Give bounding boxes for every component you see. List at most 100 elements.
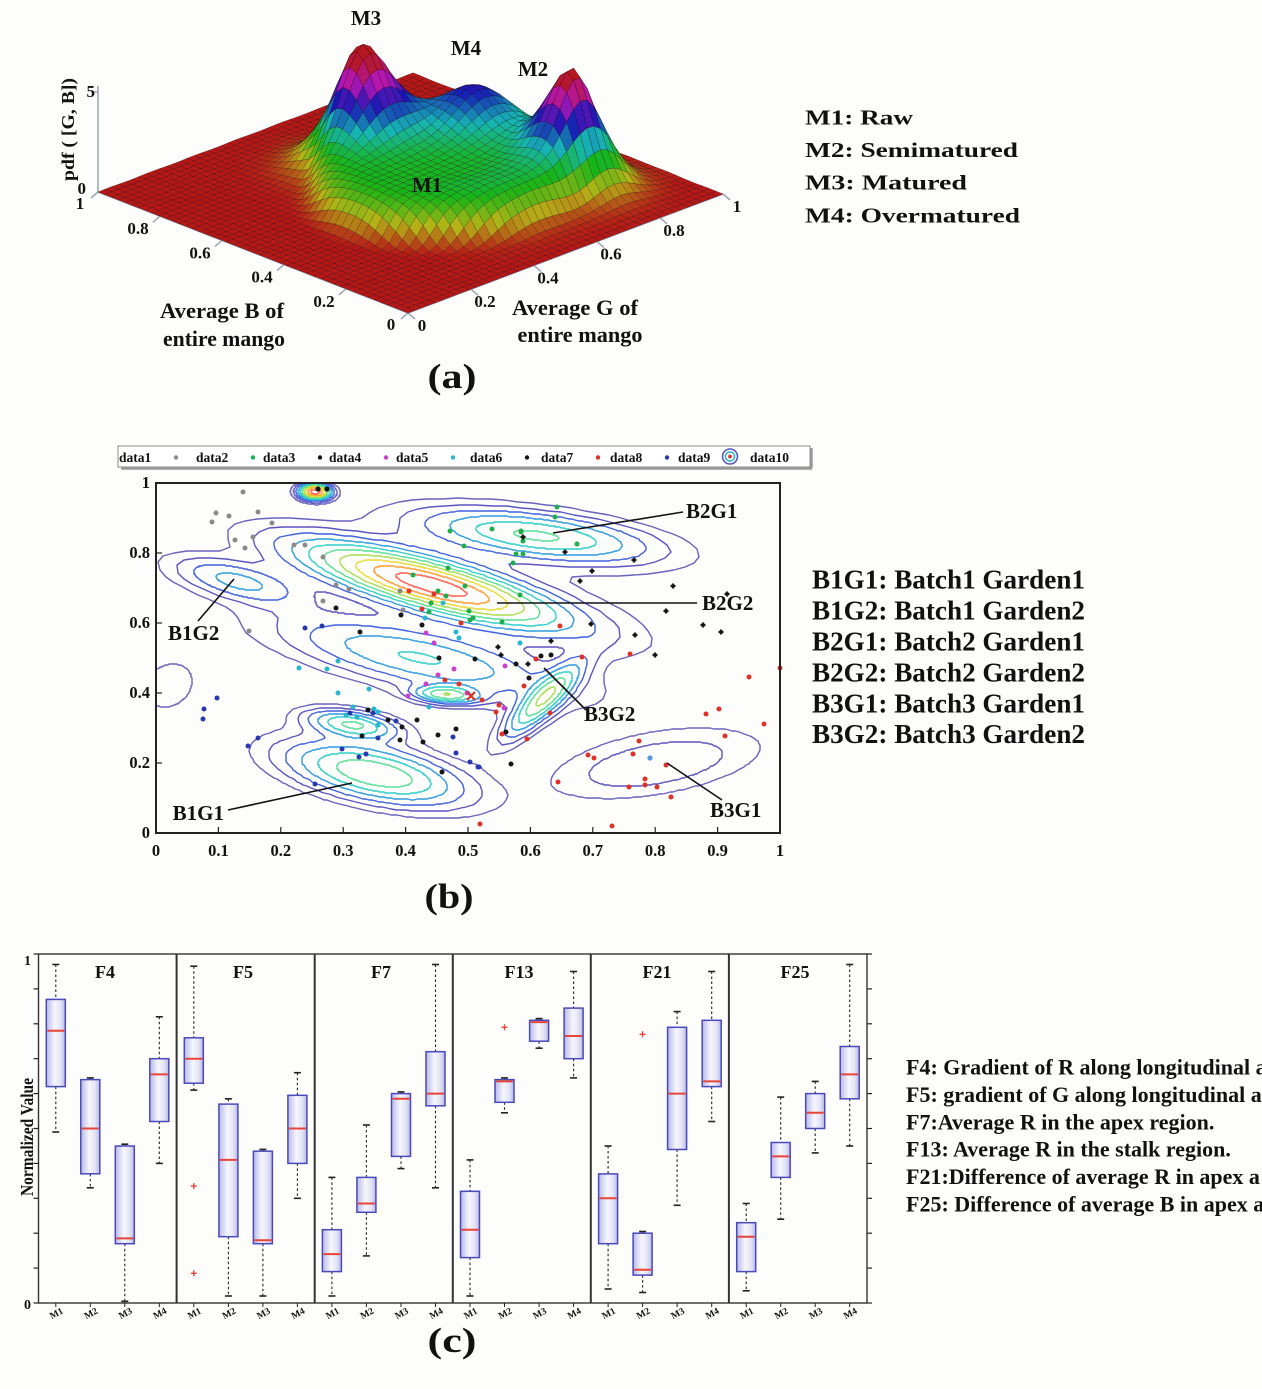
- svg-text:entire mango: entire mango: [518, 322, 643, 347]
- svg-text:M2: M2: [497, 1306, 514, 1321]
- svg-text:M2: M2: [221, 1306, 238, 1321]
- svg-text:M2: Semimatured: M2: Semimatured: [805, 138, 1018, 162]
- svg-text:M4: M4: [428, 1306, 445, 1321]
- svg-text:M3: Matured: M3: Matured: [805, 171, 967, 195]
- svg-text:B1G2: Batch1 Garden2: B1G2: Batch1 Garden2: [812, 596, 1085, 626]
- svg-text:entire mango: entire mango: [163, 326, 285, 351]
- svg-text:F5: F5: [233, 962, 253, 982]
- svg-text:0.4: 0.4: [251, 268, 273, 287]
- svg-text:data1: data1: [119, 450, 152, 465]
- svg-text:M4: M4: [704, 1306, 721, 1321]
- svg-text:M4: M4: [152, 1306, 169, 1321]
- svg-text:B3G1: B3G1: [710, 798, 761, 822]
- svg-text:M3: M3: [394, 1306, 411, 1321]
- svg-text:M1: M1: [325, 1306, 342, 1321]
- svg-text:B2G2: Batch2 Garden2: B2G2: Batch2 Garden2: [812, 657, 1085, 687]
- svg-text:0: 0: [142, 823, 150, 842]
- svg-text:M1: M1: [412, 173, 442, 197]
- svg-text:B1G1: Batch1 Garden1: B1G1: Batch1 Garden1: [812, 565, 1085, 595]
- svg-text:B3G2: Batch3 Garden2: B3G2: Batch3 Garden2: [812, 719, 1085, 749]
- svg-text:M1: M1: [48, 1306, 65, 1321]
- svg-text:F4: Gradient of R along longit: F4: Gradient of R along longitudinal a: [906, 1055, 1262, 1080]
- svg-text:data5: data5: [396, 450, 429, 465]
- svg-text:M2: M2: [83, 1306, 100, 1321]
- svg-text:B2G1: Batch2 Garden1: B2G1: Batch2 Garden1: [812, 627, 1085, 657]
- svg-text:1: 1: [76, 194, 85, 213]
- svg-text:0: 0: [418, 316, 427, 335]
- svg-text:0.5: 0.5: [458, 841, 479, 860]
- svg-text:1: 1: [776, 841, 784, 860]
- svg-text:B3G1: Batch3 Garden1: B3G1: Batch3 Garden1: [812, 688, 1085, 718]
- svg-text:F13: Average R in the stalk re: F13: Average R in the stalk region.: [906, 1137, 1231, 1162]
- svg-text:0.6: 0.6: [520, 841, 541, 860]
- svg-text:0.8: 0.8: [129, 543, 150, 562]
- svg-text:(a): (a): [428, 357, 477, 396]
- svg-text:M3: M3: [256, 1306, 273, 1321]
- svg-text:M4: Overmatured: M4: Overmatured: [805, 203, 1020, 227]
- svg-text:Normalized Value: Normalized Value: [17, 1078, 37, 1196]
- svg-text:data10: data10: [750, 450, 789, 465]
- svg-text:F7:Average R in the apex regio: F7:Average R in the apex region.: [906, 1109, 1214, 1134]
- svg-text:5: 5: [87, 82, 96, 101]
- svg-text:F25: F25: [781, 962, 810, 982]
- svg-text:0.8: 0.8: [127, 219, 148, 238]
- svg-text:B3G2: B3G2: [584, 702, 635, 726]
- svg-text:M3: M3: [670, 1306, 687, 1321]
- svg-text:F13: F13: [505, 962, 534, 982]
- svg-text:B2G1: B2G1: [686, 499, 737, 523]
- svg-text:M1: M1: [739, 1306, 756, 1321]
- svg-text:0.6: 0.6: [129, 613, 150, 632]
- svg-text:0: 0: [24, 1298, 31, 1313]
- svg-text:0.4: 0.4: [395, 841, 416, 860]
- svg-text:(c): (c): [428, 1321, 477, 1360]
- svg-text:M3: M3: [532, 1306, 549, 1321]
- svg-text:F5: gradient of G along longit: F5: gradient of G along longitudinal a: [906, 1082, 1262, 1107]
- svg-text:0.7: 0.7: [582, 841, 603, 860]
- svg-text:0: 0: [152, 841, 160, 860]
- svg-text:pdf ( [G, B]): pdf ( [G, B]): [58, 78, 78, 181]
- svg-text:0.6: 0.6: [189, 243, 210, 262]
- svg-text:F21: F21: [643, 962, 672, 982]
- svg-text:M4: M4: [566, 1306, 583, 1321]
- svg-text:data2: data2: [196, 450, 229, 465]
- svg-text:Average B of: Average B of: [160, 298, 285, 323]
- svg-text:0.1: 0.1: [208, 841, 229, 860]
- svg-text:M1: M1: [463, 1306, 480, 1321]
- svg-text:B2G2: B2G2: [702, 591, 753, 615]
- svg-text:0.8: 0.8: [663, 221, 684, 240]
- svg-text:0.2: 0.2: [129, 753, 150, 772]
- svg-text:0.2: 0.2: [474, 292, 495, 311]
- svg-text:M3: M3: [117, 1306, 134, 1321]
- svg-text:M2: M2: [773, 1306, 790, 1321]
- svg-text:F7: F7: [371, 962, 391, 982]
- svg-text:1: 1: [24, 954, 31, 969]
- svg-text:B1G2: B1G2: [168, 621, 219, 645]
- svg-text:0.9: 0.9: [707, 841, 728, 860]
- svg-text:0.8: 0.8: [645, 841, 666, 860]
- svg-text:1: 1: [142, 473, 150, 492]
- svg-text:data3: data3: [263, 450, 296, 465]
- svg-text:M4: M4: [290, 1306, 307, 1321]
- svg-text:data6: data6: [470, 450, 503, 465]
- svg-text:F4: F4: [95, 962, 115, 982]
- svg-text:data9: data9: [678, 450, 711, 465]
- svg-text:0.2: 0.2: [313, 292, 334, 311]
- svg-text:(b): (b): [425, 877, 474, 916]
- svg-text:M4: M4: [451, 36, 482, 60]
- svg-text:0.6: 0.6: [600, 245, 621, 264]
- svg-text:M3: M3: [351, 6, 381, 30]
- svg-text:0.3: 0.3: [333, 841, 354, 860]
- svg-text:M2: M2: [635, 1306, 652, 1321]
- svg-text:M1: M1: [186, 1306, 203, 1321]
- svg-text:data8: data8: [610, 450, 643, 465]
- svg-text:0.2: 0.2: [270, 841, 291, 860]
- svg-text:Average G of: Average G of: [512, 295, 639, 320]
- svg-text:F25: Difference of average B i: F25: Difference of average B in apex a: [906, 1192, 1262, 1217]
- svg-text:data7: data7: [541, 450, 574, 465]
- svg-text:M2: M2: [518, 57, 548, 81]
- svg-text:M1: M1: [601, 1306, 618, 1321]
- svg-text:M4: M4: [842, 1306, 859, 1321]
- svg-text:0.4: 0.4: [537, 268, 559, 287]
- svg-text:M1: Raw: M1: Raw: [805, 106, 914, 130]
- svg-text:0: 0: [78, 179, 87, 198]
